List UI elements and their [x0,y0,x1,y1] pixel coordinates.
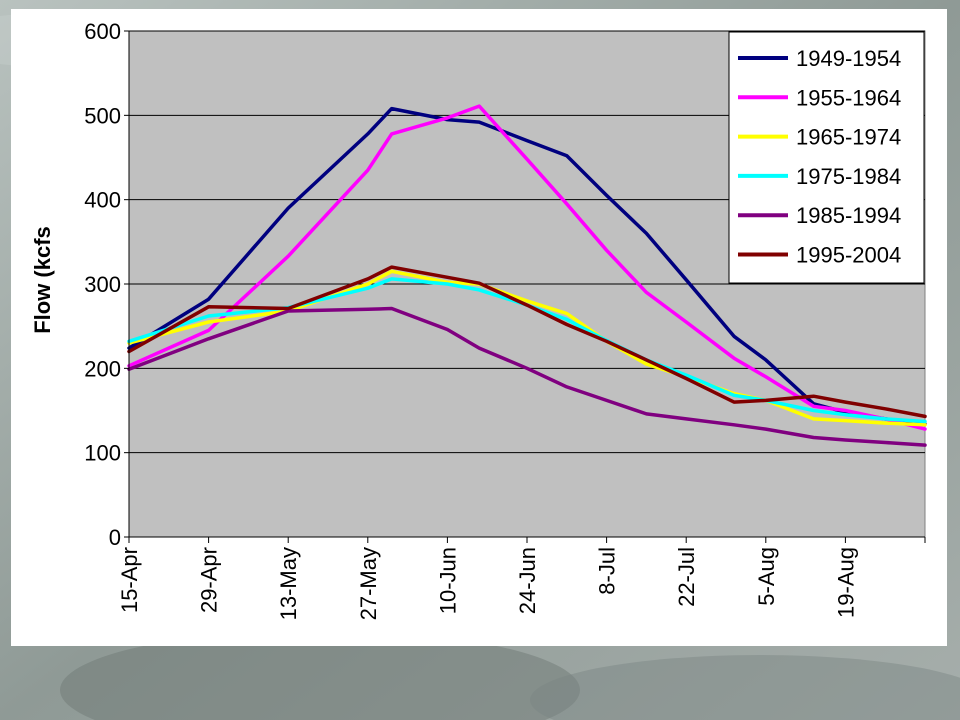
y-tick-label: 600 [84,19,121,44]
series-lines [127,104,927,447]
y-axis-tick-labels: 0 100 200 300 400 500 600 [84,19,129,550]
y-axis-label: Flow (kcfs [30,226,55,334]
legend-label: 1965-1974 [796,125,901,150]
y-tick-label: 400 [84,188,121,213]
legend: 1949-1954 1955-1964 1965-1974 1975-1984 1985… [728,31,925,284]
y-tick-label: 300 [84,272,121,297]
y-tick-label: 100 [84,441,121,466]
series-line-1995-2004 [127,265,927,419]
x-tick-label: 8-Jul [595,547,620,595]
legend-label: 1955-1964 [796,85,901,110]
x-tick-label: 13-May [276,547,301,620]
legend-label: 1975-1984 [796,164,901,189]
series-line-1985-1994 [127,306,927,447]
y-tick-label: 500 [84,103,121,128]
legend-label: 1949-1954 [796,46,901,71]
x-tick-label: 22-Jul [674,547,699,607]
series-line-1965-1974 [127,269,927,427]
legend-label: 1985-1994 [796,203,901,228]
x-axis-tick-labels: 15-Apr 29-Apr 13-May 27-May 10-Jun 24-Jun 8-Ju… [117,547,858,620]
x-tick-label: 24-Jun [515,547,540,614]
series-line-1955-1964 [127,104,927,431]
x-tick-label: 29-Apr [197,547,222,613]
x-tick-label: 5-Aug [754,547,779,606]
legend-label: 1995-2004 [796,243,901,268]
y-tick-label: 200 [84,356,121,381]
x-tick-label: 15-Apr [117,547,142,613]
legend-box [728,31,925,284]
x-axis-ticks [128,537,926,543]
x-tick-label: 19-Aug [833,547,858,618]
x-tick-label: 27-May [356,547,381,620]
x-tick-label: 10-Jun [435,547,460,614]
y-tick-label: 0 [109,525,121,550]
series-line-1949-1954 [127,106,927,426]
series-line-1975-1984 [127,277,927,424]
